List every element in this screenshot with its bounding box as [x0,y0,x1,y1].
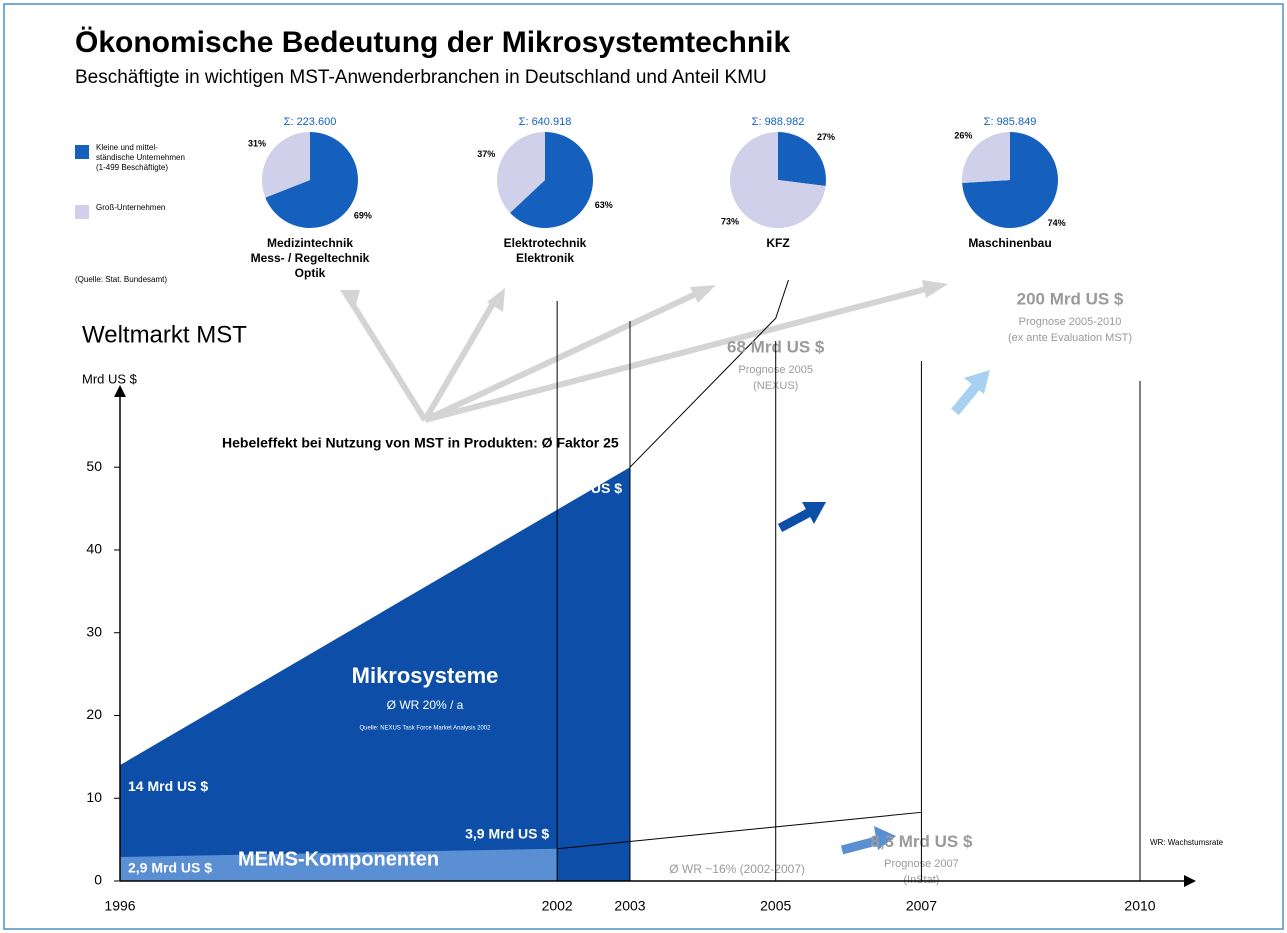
pie-value-label: 37% [477,149,495,159]
series-name: MEMS-Komponenten [238,848,439,870]
subtitle: Beschäftigte in wichtigen MST-Anwenderbr… [75,67,767,88]
series-note: Ø WR 20% / a [387,698,464,712]
value-label: 3,9 Mrd US $ [465,825,549,841]
pie-slice [730,132,826,229]
chart-title: Weltmarkt MST [82,321,247,348]
pie-title: Optik [295,266,326,280]
x-tick-label: 2003 [614,898,645,914]
pie-value-label: 27% [817,132,835,142]
pie-slice [778,132,826,187]
y-tick-label: 50 [86,458,102,474]
forecast-note: Prognose 2005-2010 [1019,316,1122,328]
legend-swatch [75,205,89,219]
leverage-arrows [340,280,948,423]
y-axis-label: Mrd US $ [82,371,138,386]
y-tick-label: 40 [86,541,102,557]
pie-slice [262,132,310,198]
pie-title: KFZ [766,236,789,250]
forecast-label: 200 Mrd US $ [1017,289,1124,308]
y-tick-label: 30 [86,623,102,639]
trend-arrows [777,370,990,855]
pie-value-label: 73% [721,217,739,227]
series-note: Ø WR ~16% (2002-2007) [669,862,805,876]
pie-value-label: 63% [595,200,613,210]
pie-title: Mess- / Regeltechnik [251,251,370,265]
forecast-line [629,280,789,468]
pie-slice [497,132,545,213]
pie-value-label: 31% [248,138,266,148]
pie-total: Σ: 988.982 [752,116,805,128]
leverage-text: Hebeleffekt bei Nutzung von MST in Produ… [222,435,619,451]
forecast-note: (ex ante Evaluation MST) [1008,332,1132,344]
x-tick-label: 1996 [104,898,135,914]
x-tick-label: 2010 [1124,898,1155,914]
series-name: Mikrosysteme [352,663,499,688]
y-tick-label: 10 [86,789,102,805]
legend-swatch [75,145,89,159]
series-note: Quelle: NEXUS Task Force Market Analysis… [360,726,492,732]
title: Ökonomische Bedeutung der Mikrosystemtec… [75,26,790,59]
pie-title: Elektronik [516,251,574,265]
x-tick-label: 2002 [542,898,573,914]
pie-total: Σ: 223.600 [284,116,337,128]
legend-label: (1-499 Beschäftigte) [96,163,168,172]
pie-value-label: 26% [954,131,972,141]
pie-total: Σ: 985.849 [984,116,1037,128]
value-label: 50 Mrd US $ [542,480,622,496]
area [120,848,558,881]
footnote: WR: Wachstumsrate [1150,838,1224,847]
pie-title: Elektrotechnik [504,236,587,250]
legend-label: ständische Unternehmen [96,153,185,162]
source: (Quelle: Stat. Bundesamt) [75,275,167,284]
pie-value-label: 74% [1048,218,1066,228]
pie-slice [962,132,1058,228]
pie-total: Σ: 640.918 [519,116,572,128]
pie-title: Maschinenbau [968,236,1051,250]
area [120,467,630,881]
value-label: 2,9 Mrd US $ [128,860,212,876]
frame [3,3,1284,930]
pie-title: Medizintechnik [267,236,353,250]
pie-slice [962,132,1010,184]
value-label: 14 Mrd US $ [128,778,208,794]
pie-slice [265,132,359,228]
legend-label: Kleine und mittel- [96,143,158,152]
x-tick-label: 2007 [906,898,937,914]
legend-label: Groß-Unternehmen [96,203,165,212]
x-tick-label: 2005 [760,898,791,914]
pie-slice [510,132,593,228]
y-tick-label: 20 [86,706,102,722]
pie-value-label: 69% [354,210,372,220]
y-tick-label: 0 [94,872,102,888]
plot [120,280,922,881]
forecast-line [557,811,922,850]
